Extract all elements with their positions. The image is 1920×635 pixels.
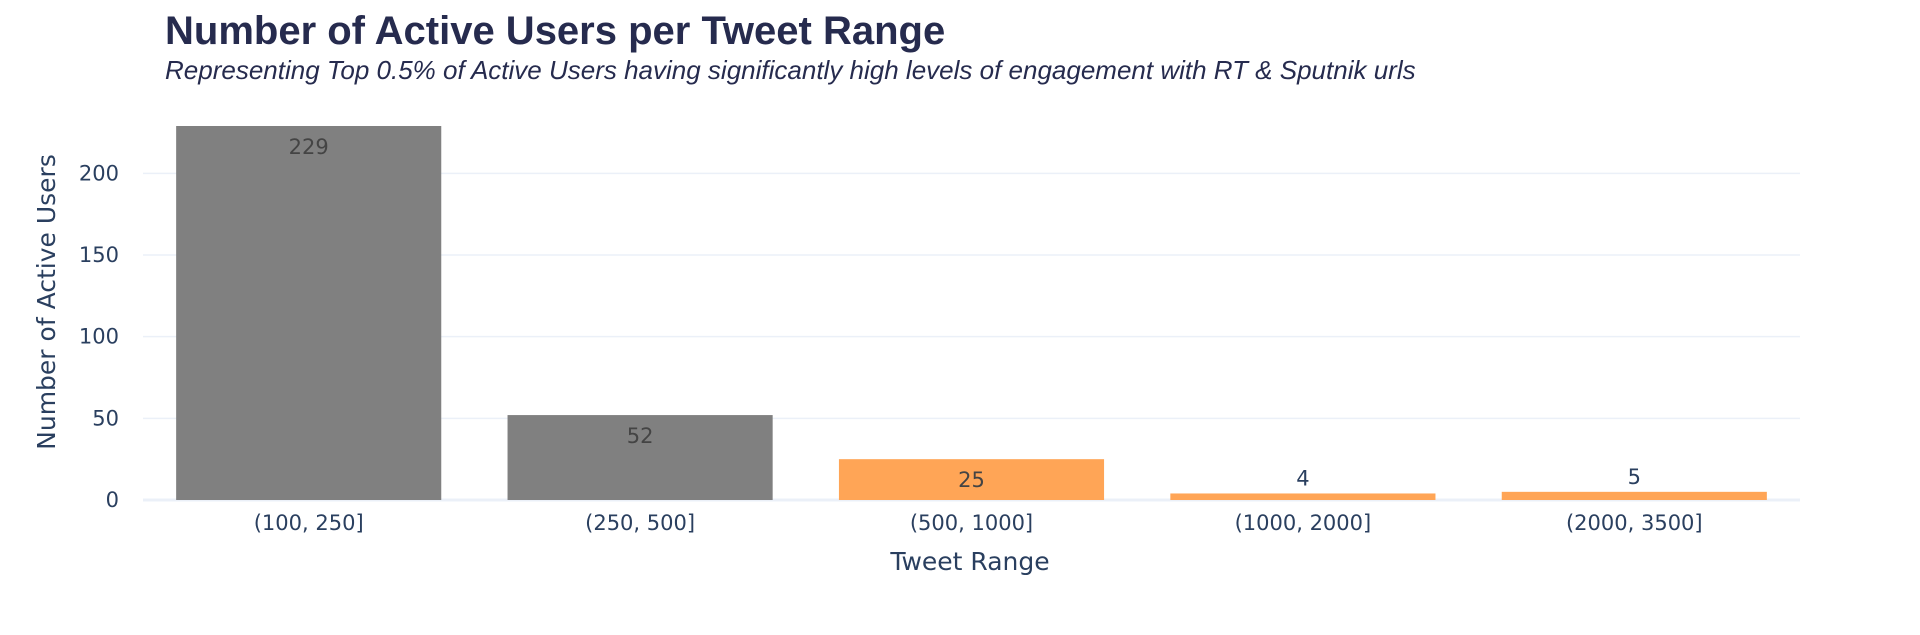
bar bbox=[1170, 493, 1436, 500]
chart-subtitle: Representing Top 0.5% of Active Users ha… bbox=[165, 55, 1416, 85]
y-tick-label: 100 bbox=[79, 325, 119, 349]
y-tick-label: 50 bbox=[92, 406, 119, 430]
bar bbox=[176, 126, 442, 500]
data-label: 25 bbox=[958, 468, 985, 492]
data-labels: 229 52 25 4 5 bbox=[289, 135, 1641, 492]
x-tick-label: (2000, 3500] bbox=[1566, 511, 1703, 535]
y-axis-ticks: 0 50 100 150 200 bbox=[79, 161, 119, 512]
data-label: 4 bbox=[1296, 466, 1309, 490]
bars bbox=[176, 126, 1767, 500]
x-axis-title: Tweet Range bbox=[889, 547, 1049, 576]
bar bbox=[507, 415, 773, 500]
y-tick-label: 0 bbox=[106, 488, 119, 512]
x-axis-ticks: (100, 250] (250, 500] (500, 1000] (1000, 20… bbox=[254, 511, 1703, 535]
data-label: 5 bbox=[1628, 465, 1641, 489]
y-tick-label: 200 bbox=[79, 161, 119, 185]
data-label: 52 bbox=[627, 424, 654, 448]
bar bbox=[1501, 491, 1767, 500]
y-tick-label: 150 bbox=[79, 243, 119, 267]
bar bbox=[838, 459, 1105, 500]
data-label: 229 bbox=[289, 135, 329, 159]
y-axis-title: Number of Active Users bbox=[32, 154, 61, 450]
x-tick-label: (250, 500] bbox=[585, 511, 695, 535]
x-tick-label: (100, 250] bbox=[254, 511, 364, 535]
chart-title: Number of Active Users per Tweet Range bbox=[165, 9, 945, 53]
x-tick-label: (500, 1000] bbox=[910, 511, 1033, 535]
x-tick-label: (1000, 2000] bbox=[1235, 511, 1372, 535]
